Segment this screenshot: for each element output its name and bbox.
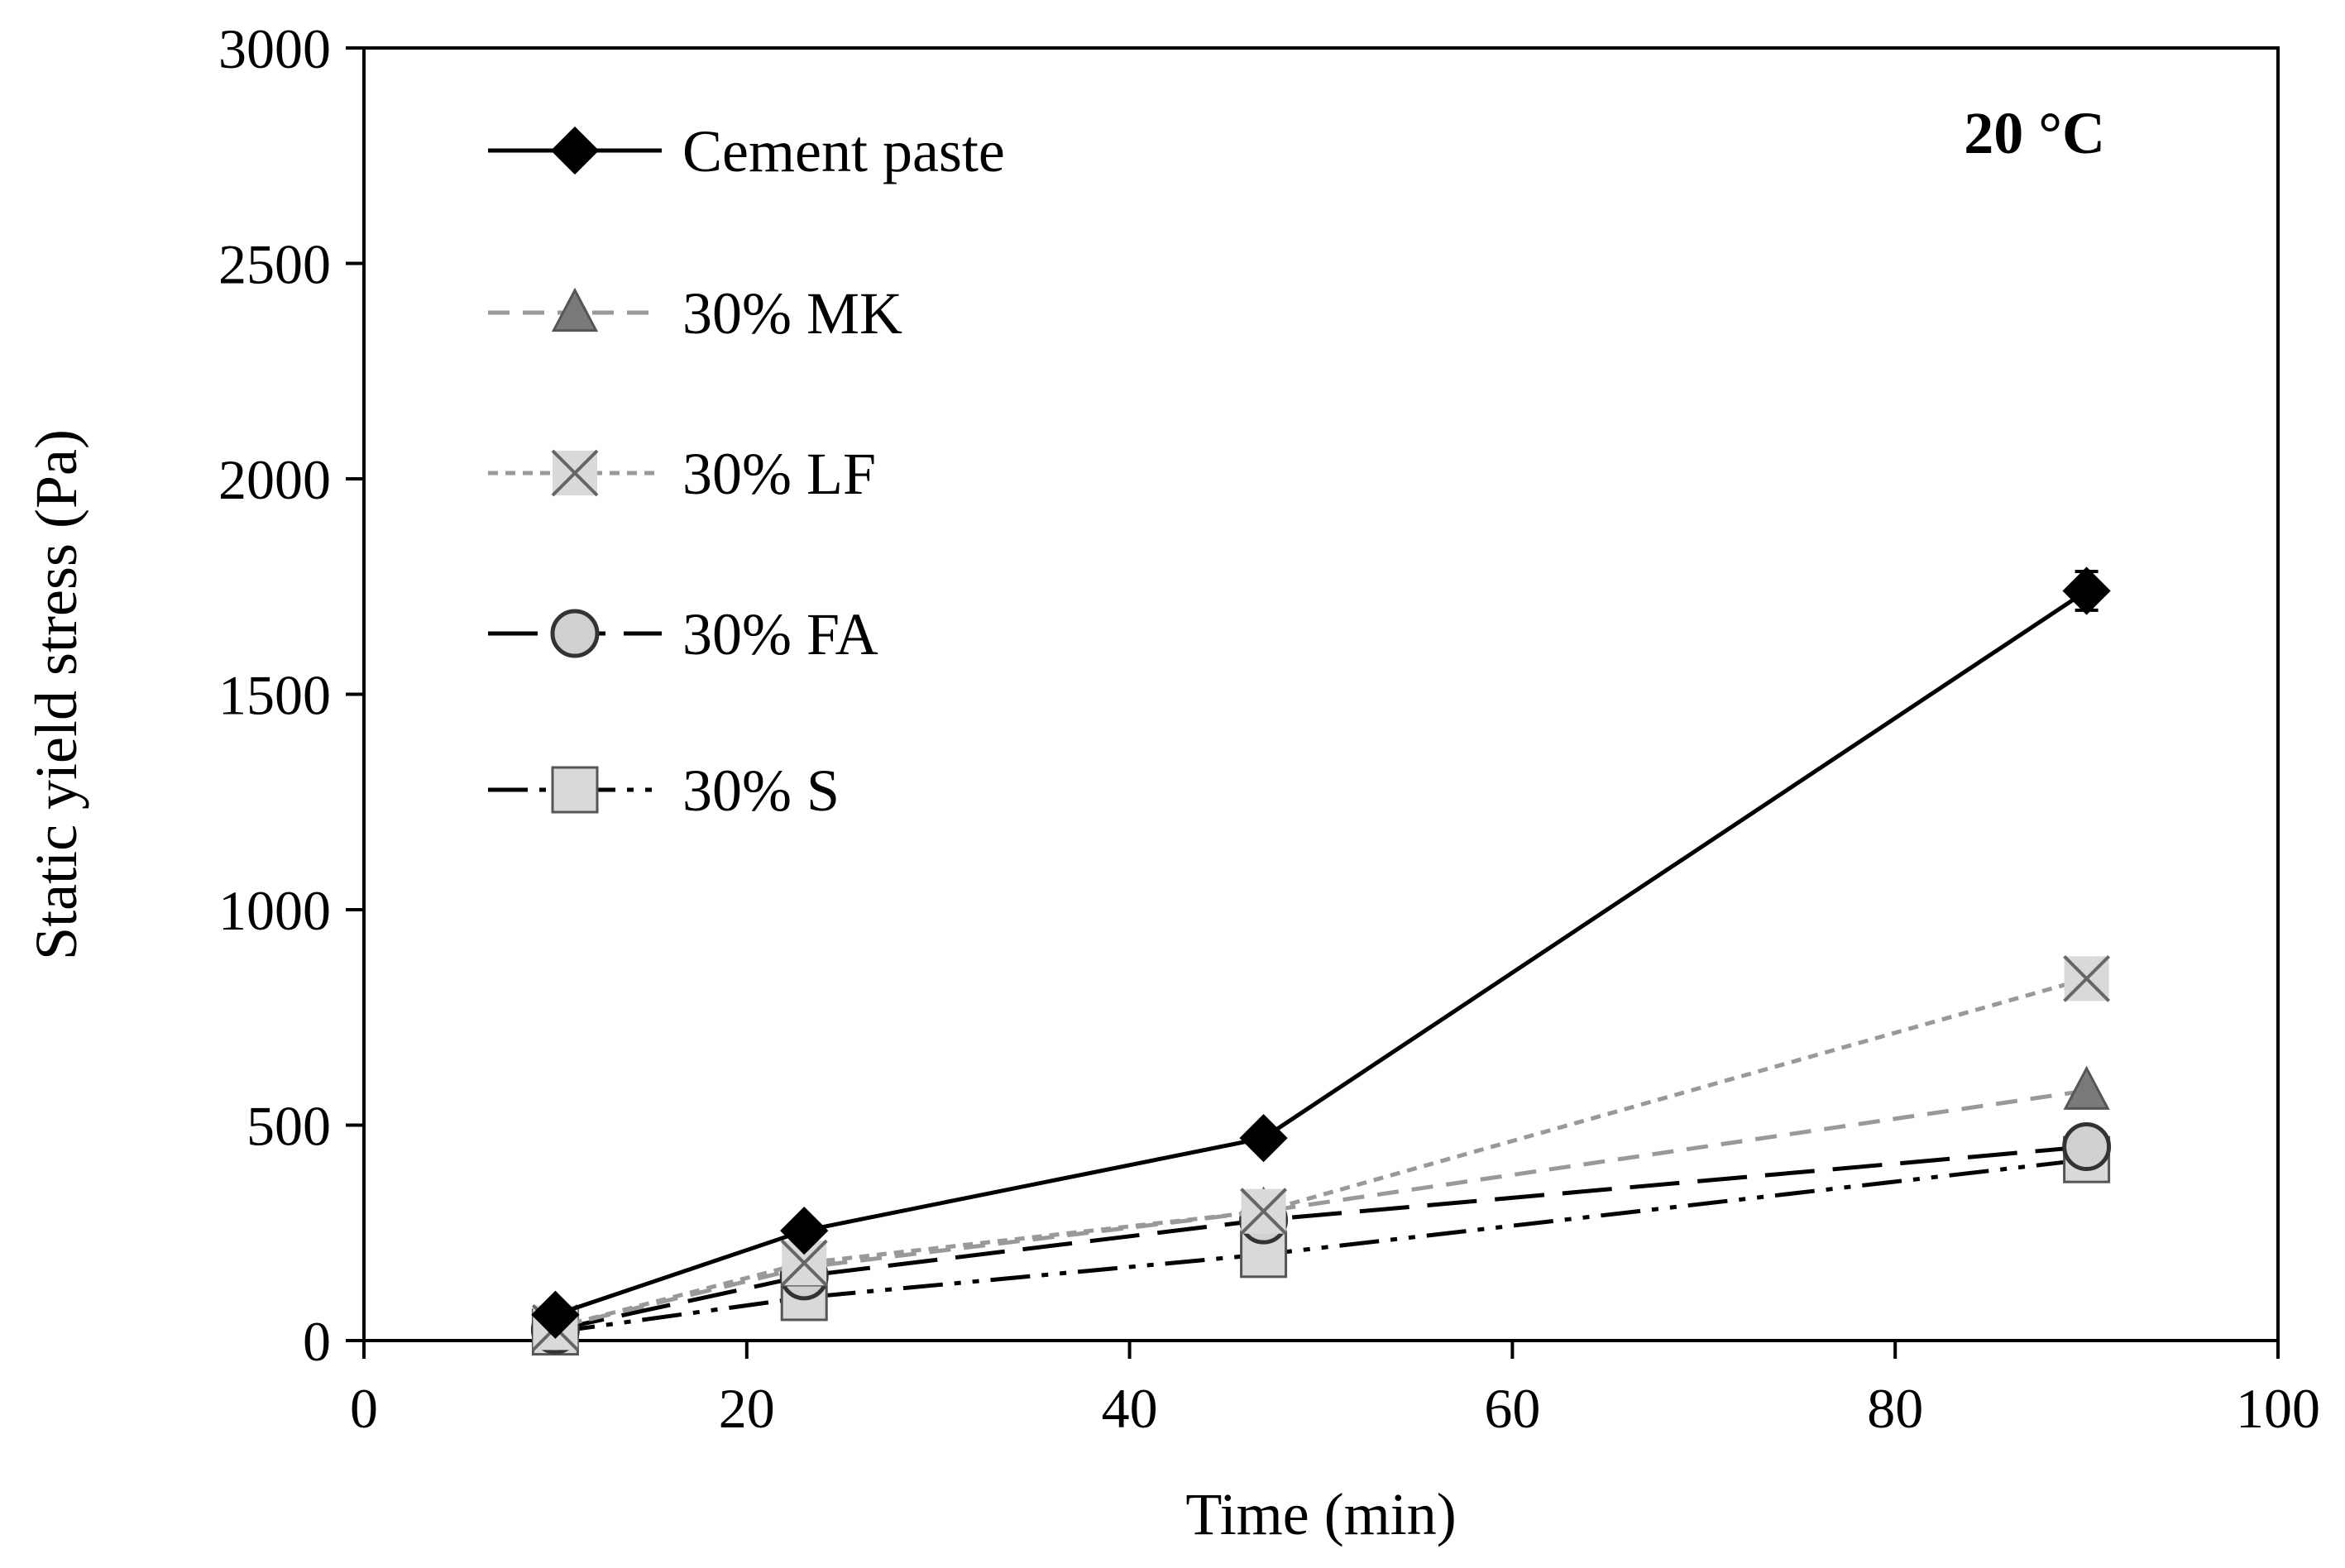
legend-item-cement: Cement paste: [488, 118, 1005, 184]
x-tick-label: 40: [1102, 1377, 1158, 1440]
x-axis-title: Time (min): [1185, 1481, 1456, 1547]
series-mk: [532, 1065, 2110, 1347]
legend-item-lf: 30% LF: [488, 441, 876, 507]
data-point-cement: [780, 1207, 829, 1255]
x-tick-label: 100: [2236, 1377, 2320, 1440]
x-tick-label: 20: [719, 1377, 775, 1440]
y-axis-title: Static yield stress (Pa): [23, 429, 89, 960]
legend-label-mk: 30% MK: [682, 280, 902, 347]
legend-item-s: 30% S: [488, 758, 840, 824]
legend-marker-fa: [550, 609, 600, 658]
y-tick-label: 0: [303, 1310, 331, 1373]
legend-marker-mk: [551, 287, 599, 332]
series-line-s: [555, 1157, 2087, 1335]
legend-item-fa: 30% FA: [488, 601, 878, 667]
legend-label-lf: 30% LF: [682, 441, 876, 507]
plot-area-frame: [362, 46, 2280, 1342]
marker-stroke: [551, 449, 599, 497]
data-point-s: [1240, 1231, 1288, 1279]
data-point-fa: [2062, 1122, 2112, 1172]
data-point-lf: [2063, 954, 2111, 1002]
y-tick-label: 3000: [218, 17, 331, 80]
legend-marker-cement: [550, 126, 600, 175]
legend-label-cement: Cement paste: [682, 118, 1005, 184]
y-tick-label: 1500: [218, 664, 331, 727]
x-tick-label: 80: [1867, 1377, 1923, 1440]
y-tick-label: 2500: [218, 233, 331, 296]
series-layer: [530, 566, 2112, 1356]
temperature-annotation: 20 °C: [1964, 100, 2105, 166]
data-point-mk: [2063, 1065, 2110, 1110]
series-line-cement: [554, 589, 2088, 1317]
marker-stroke: [780, 1239, 828, 1287]
y-tick-label: 1000: [218, 879, 331, 942]
series-line-lf: [554, 976, 2088, 1330]
series-fa: [530, 1122, 2112, 1355]
legend-label-s: 30% S: [682, 758, 840, 824]
data-point-lf: [1240, 1188, 1287, 1236]
legend-item-mk: 30% MK: [488, 280, 902, 347]
marker-stroke: [2063, 954, 2111, 1002]
data-point-cement: [1239, 1114, 1288, 1163]
data-point-cement: [531, 1290, 580, 1339]
y-tick-label: 2000: [218, 448, 331, 511]
legend-marker-lf: [551, 449, 599, 497]
data-point-cement: [2062, 566, 2111, 615]
legend: Cement paste 30% MK 30% LF 30% FA 30% S: [488, 118, 1005, 824]
series-s: [531, 1135, 2111, 1356]
series-cement: [531, 566, 2111, 1339]
x-tick-label: 0: [350, 1377, 378, 1440]
legend-label-fa: 30% FA: [682, 601, 878, 667]
series-line-fa: [554, 1145, 2087, 1332]
series-line-mk: [554, 1088, 2087, 1330]
series-lf: [531, 954, 2111, 1351]
legend-marker-s: [551, 766, 599, 814]
marker-stroke: [1240, 1188, 1287, 1236]
x-tick-label: 60: [1484, 1377, 1540, 1440]
y-tick-label: 500: [246, 1095, 331, 1158]
